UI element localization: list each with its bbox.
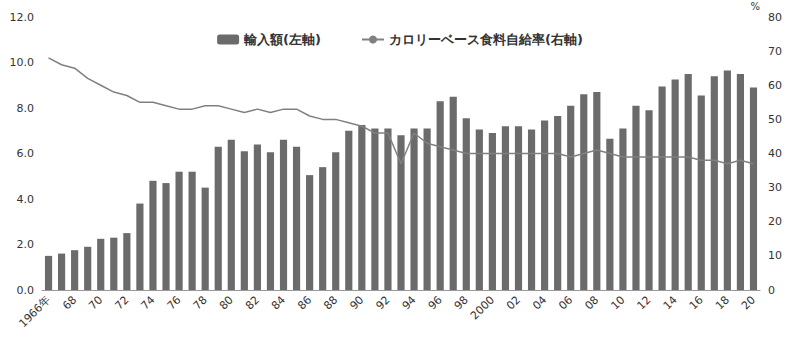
- svg-text:86: 86: [295, 293, 314, 312]
- svg-text:カロリーベース食料自給率(右軸): カロリーベース食料自給率(右軸): [389, 32, 583, 47]
- svg-text:6.0: 6.0: [17, 147, 35, 160]
- svg-text:50: 50: [768, 113, 782, 126]
- svg-text:60: 60: [768, 79, 782, 92]
- svg-text:88: 88: [321, 293, 340, 312]
- svg-text:80: 80: [768, 11, 782, 24]
- svg-text:14: 14: [661, 293, 680, 312]
- svg-text:06: 06: [556, 293, 575, 312]
- svg-text:92: 92: [373, 293, 392, 312]
- svg-text:%: %: [750, 1, 760, 12]
- svg-text:30: 30: [768, 181, 782, 194]
- svg-text:8.0: 8.0: [17, 102, 35, 115]
- svg-text:82: 82: [243, 293, 262, 312]
- svg-text:68: 68: [60, 293, 79, 312]
- svg-text:10: 10: [608, 293, 627, 312]
- svg-text:04: 04: [530, 293, 549, 312]
- svg-text:94: 94: [400, 293, 419, 312]
- svg-text:12: 12: [635, 293, 654, 312]
- svg-text:18: 18: [713, 293, 732, 312]
- svg-text:12.0: 12.0: [10, 11, 35, 24]
- svg-text:20: 20: [739, 293, 758, 312]
- svg-text:4.0: 4.0: [17, 193, 35, 206]
- svg-text:10.0: 10.0: [10, 56, 35, 69]
- svg-text:2000: 2000: [468, 293, 497, 322]
- svg-text:40: 40: [768, 147, 782, 160]
- svg-text:10: 10: [768, 249, 782, 262]
- svg-text:78: 78: [191, 293, 210, 312]
- svg-text:70: 70: [86, 293, 105, 312]
- svg-text:90: 90: [347, 293, 366, 312]
- svg-text:96: 96: [426, 293, 445, 312]
- svg-text:0: 0: [768, 284, 775, 297]
- svg-text:08: 08: [582, 293, 601, 312]
- svg-text:2.0: 2.0: [17, 238, 35, 251]
- svg-text:84: 84: [269, 293, 288, 312]
- svg-text:98: 98: [452, 293, 471, 312]
- svg-text:0.0: 0.0: [17, 284, 35, 297]
- svg-text:輸入額(左軸): 輸入額(左軸): [243, 32, 321, 47]
- svg-text:70: 70: [768, 45, 782, 58]
- svg-text:74: 74: [138, 293, 157, 312]
- svg-text:72: 72: [112, 293, 131, 312]
- svg-text:80: 80: [217, 293, 236, 312]
- svg-text:20: 20: [768, 215, 782, 228]
- svg-text:76: 76: [165, 293, 184, 312]
- svg-text:16: 16: [687, 293, 706, 312]
- svg-text:1966年: 1966年: [16, 293, 53, 330]
- svg-text:02: 02: [504, 293, 523, 312]
